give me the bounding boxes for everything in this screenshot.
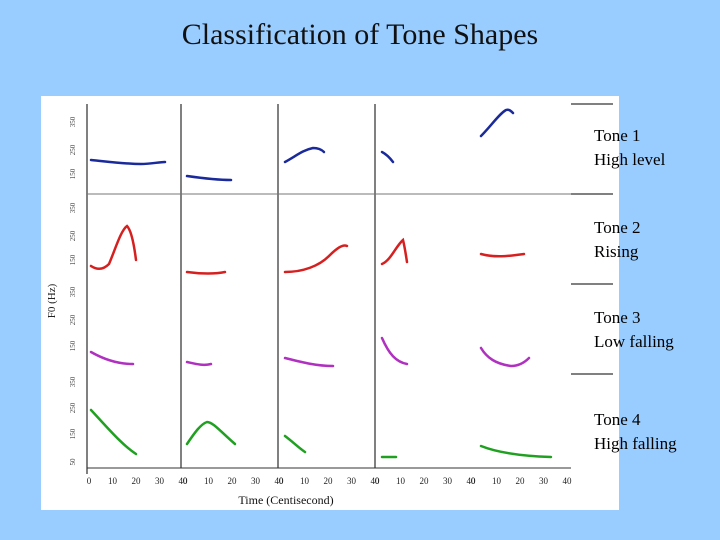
tone-name: Tone 3 <box>594 308 641 327</box>
y-tick-label: 250 <box>69 230 77 241</box>
x-tick-label: 30 <box>155 476 165 486</box>
x-tick-label: 10 <box>204 476 214 486</box>
y-tick-label: 50 <box>69 458 77 466</box>
x-tick-label: 20 <box>228 476 238 486</box>
y-tick-label: 150 <box>69 254 77 265</box>
tone-3-contour <box>380 336 409 366</box>
x-tick-label: 30 <box>251 476 261 486</box>
tone-1-contour <box>185 174 233 182</box>
x-tick-label: 0 <box>375 476 380 486</box>
tone-3-label: Tone 3 Low falling <box>594 306 674 354</box>
x-tick-label: 20 <box>516 476 526 486</box>
tone-2-label: Tone 2 Rising <box>594 216 641 264</box>
tone-4-contour <box>89 408 138 456</box>
y-tick-label: 350 <box>69 376 77 387</box>
tone-1-contour <box>479 108 515 138</box>
x-tick-label: 20 <box>132 476 142 486</box>
tone-3-contour <box>89 350 135 366</box>
x-tick-label: 10 <box>396 476 406 486</box>
x-tick-label: 0 <box>471 476 476 486</box>
tone-4-contour <box>185 420 237 446</box>
y-tick-labels: 350 250 150 350 250 150 350 250 150 350 … <box>69 116 77 465</box>
y-tick-label: 350 <box>69 286 77 297</box>
tone-description: Rising <box>594 242 639 261</box>
tone-name: Tone 1 <box>594 126 641 145</box>
tone-description: High level <box>594 150 666 169</box>
tone-3-contour <box>479 346 531 368</box>
x-tick-label: 0 <box>279 476 284 486</box>
y-tick-label: 150 <box>69 168 77 179</box>
x-tick-label: 10 <box>108 476 118 486</box>
tone-2-contour <box>380 237 409 266</box>
tone-curves <box>89 108 553 459</box>
x-axis-label: Time (Centisecond) <box>238 493 333 507</box>
tone-2-contour <box>185 270 227 275</box>
x-tick-label: 30 <box>443 476 453 486</box>
tone-4-contour <box>479 444 553 459</box>
tone-contour-plot: F0 (Hz) 350 250 150 350 250 150 350 250 … <box>46 103 613 507</box>
tone-2-contour <box>89 224 138 270</box>
x-tick-label: 40 <box>179 476 189 486</box>
tone-1-label: Tone 1 High level <box>594 124 665 172</box>
x-tick-label: 30 <box>347 476 357 486</box>
x-tick-label: 40 <box>275 476 285 486</box>
x-tick-label: 10 <box>300 476 310 486</box>
grid-lines <box>86 103 613 474</box>
tone-2-contour <box>283 244 349 274</box>
tone-1-contour <box>283 146 326 164</box>
x-tick-label: 20 <box>420 476 430 486</box>
x-tick-labels: 0 10 20 30 400 10 20 30 400 10 20 30 400 10 20 30 400 10 2… <box>87 476 572 486</box>
y-tick-label: 250 <box>69 402 77 413</box>
x-tick-label: 20 <box>324 476 334 486</box>
tone-4-contour <box>283 434 307 454</box>
x-tick-label: 40 <box>467 476 477 486</box>
y-tick-label: 250 <box>69 144 77 155</box>
tone-1-contour <box>380 150 395 164</box>
tone-3-contour <box>185 360 213 367</box>
y-tick-label: 350 <box>69 116 77 127</box>
y-tick-label: 350 <box>69 202 77 213</box>
slide-title: Classification of Tone Shapes <box>181 18 539 51</box>
tone-name: Tone 4 <box>594 410 641 429</box>
x-tick-label: 30 <box>539 476 549 486</box>
y-tick-label: 250 <box>69 314 77 325</box>
tone-1-contour <box>89 158 167 166</box>
x-tick-label: 0 <box>87 476 92 486</box>
tone-description: Low falling <box>594 332 674 351</box>
tone-description: High falling <box>594 434 677 453</box>
tone-2-contour <box>479 252 526 258</box>
tone-3-contour <box>283 356 335 368</box>
x-tick-label: 0 <box>183 476 188 486</box>
tone-name: Tone 2 <box>594 218 641 237</box>
x-tick-label: 40 <box>371 476 381 486</box>
tone-4-label: Tone 4 High falling <box>594 408 677 456</box>
y-axis-label: F0 (Hz) <box>46 283 58 318</box>
tone-contour-figure: F0 (Hz) 350 250 150 350 250 150 350 250 … <box>41 96 619 510</box>
x-tick-label: 40 <box>563 476 573 486</box>
y-tick-label: 150 <box>69 428 77 439</box>
y-tick-label: 150 <box>69 340 77 351</box>
x-tick-label: 10 <box>492 476 502 486</box>
